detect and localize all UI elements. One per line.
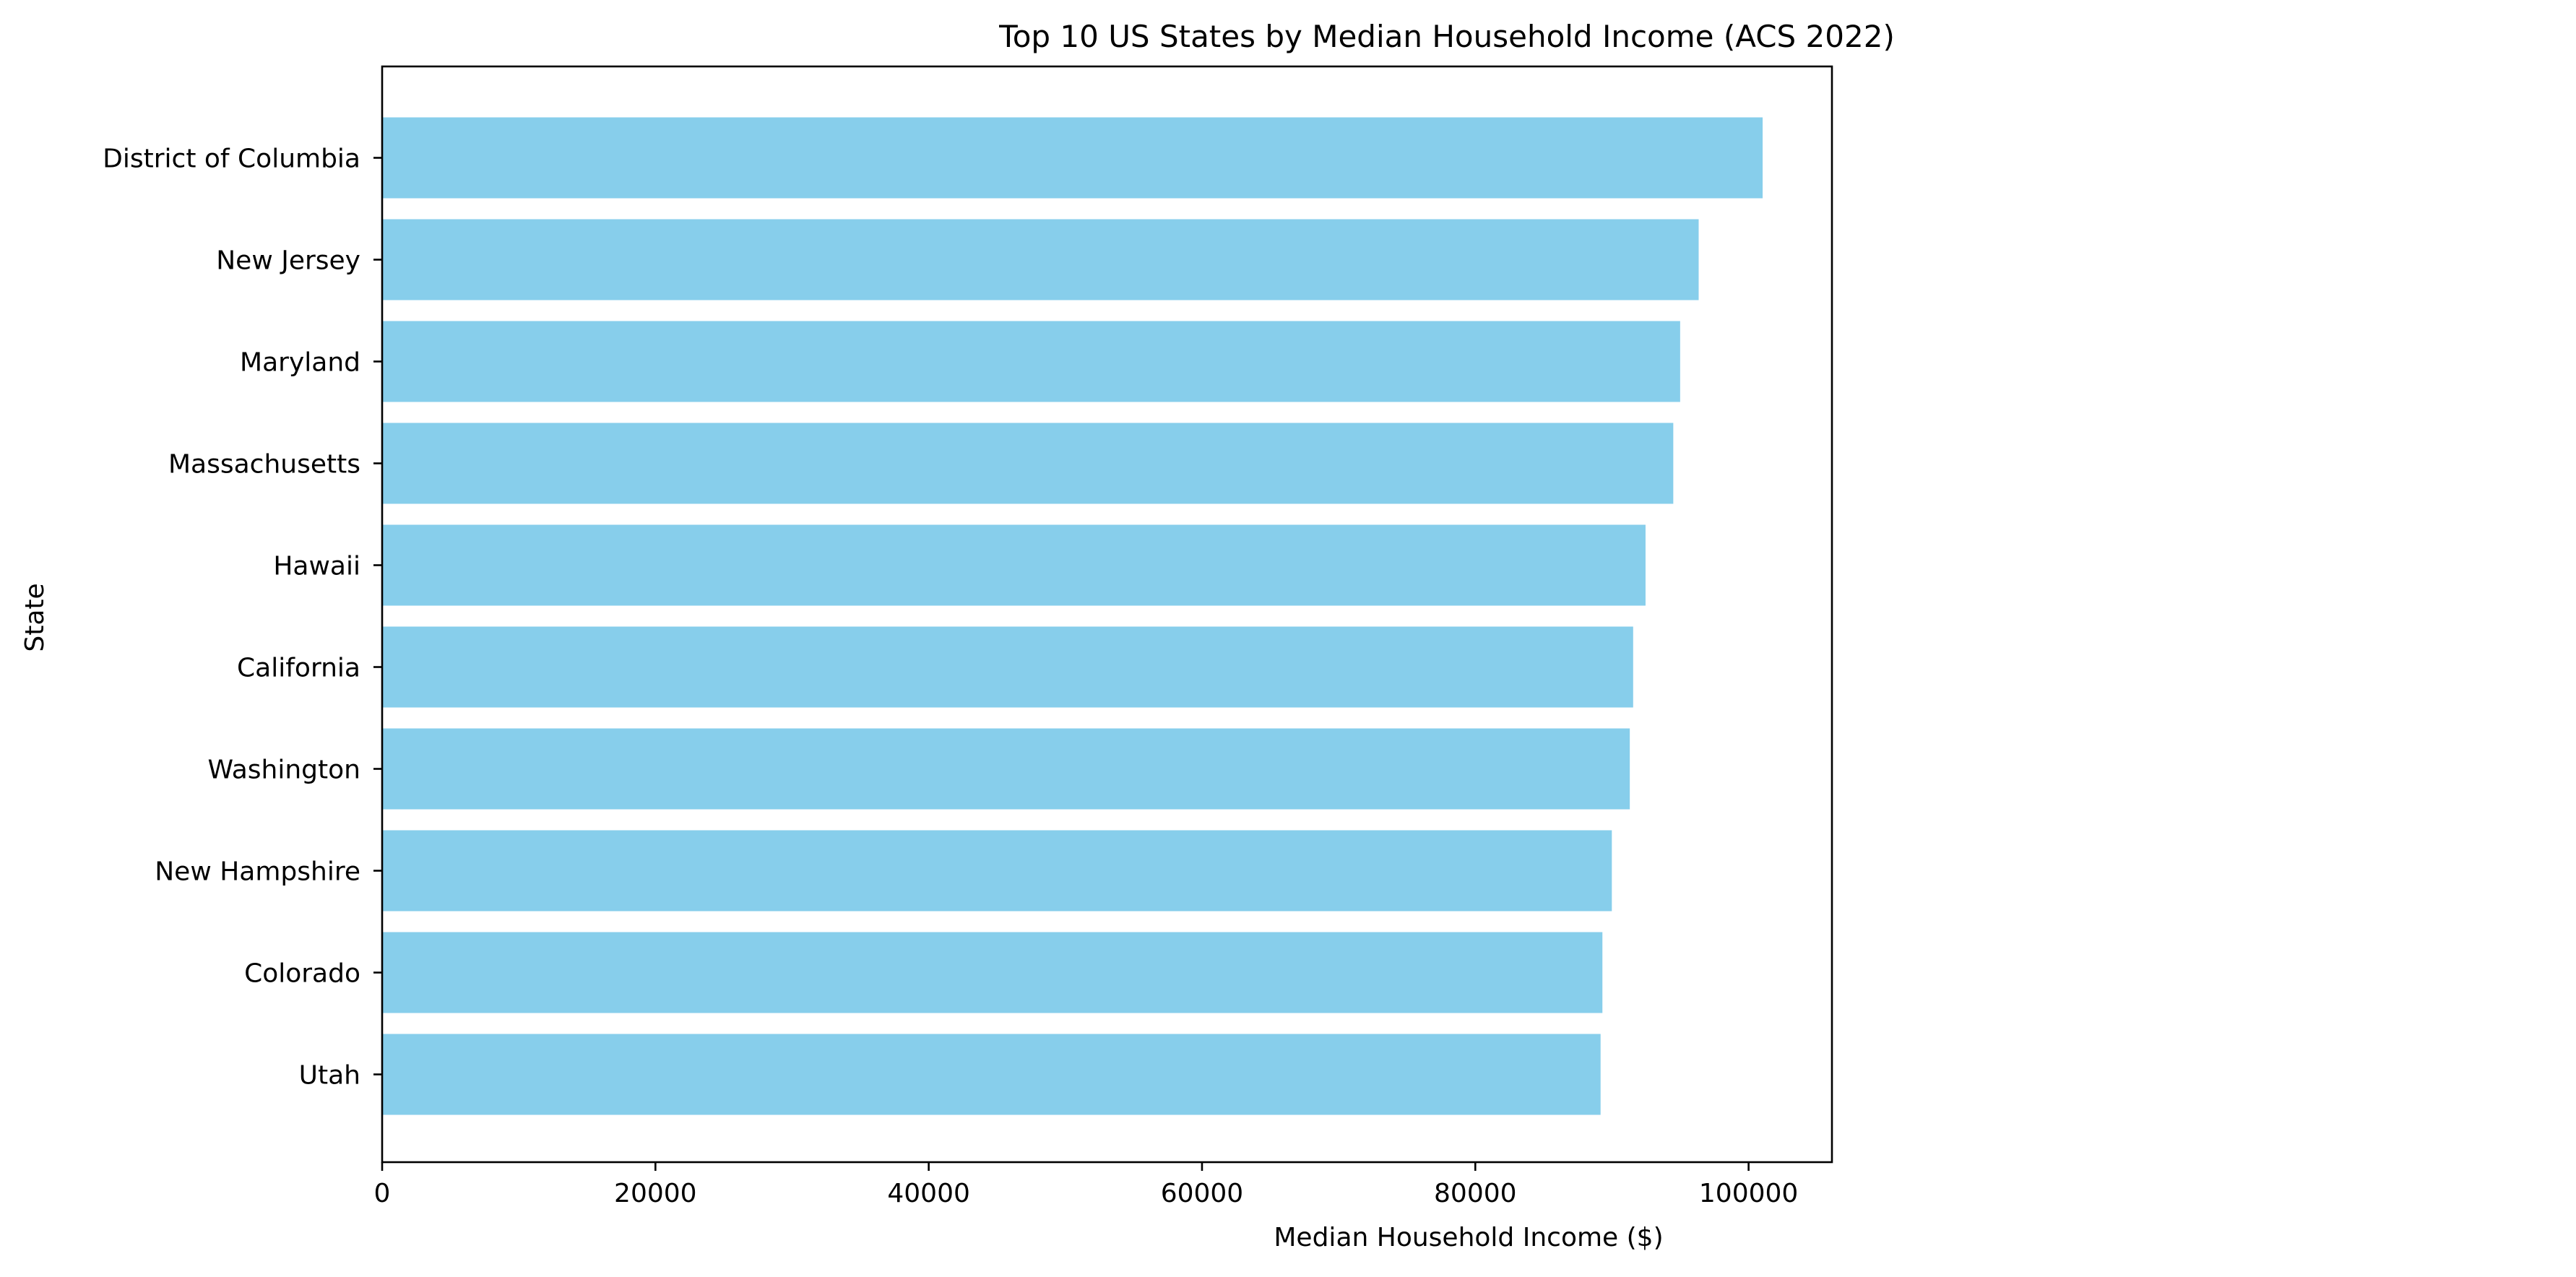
chart-title: Top 10 US States by Median Household Inc… bbox=[998, 19, 1895, 54]
y-tick-label: New Jersey bbox=[216, 246, 360, 276]
bar bbox=[382, 932, 1603, 1013]
bar bbox=[382, 321, 1680, 402]
y-axis-ticks: District of Columbia New Jersey Maryland Ma… bbox=[103, 144, 382, 1091]
bar bbox=[382, 423, 1674, 504]
y-tick-label: Colorado bbox=[244, 959, 360, 989]
y-tick-label: Maryland bbox=[240, 348, 360, 378]
bar bbox=[382, 117, 1763, 199]
y-tick-label: New Hampshire bbox=[155, 857, 360, 887]
bar bbox=[382, 219, 1699, 300]
y-tick-label: Utah bbox=[299, 1061, 360, 1091]
x-tick-label: 60000 bbox=[1161, 1179, 1244, 1208]
x-tick-label: 80000 bbox=[1434, 1179, 1517, 1208]
x-tick-label: 100000 bbox=[1699, 1179, 1798, 1208]
bar bbox=[382, 626, 1633, 708]
x-axis-ticks: 0 20000 40000 60000 80000 100000 bbox=[374, 1162, 1798, 1208]
y-tick-label: California bbox=[237, 654, 360, 683]
y-tick-label: Massachusetts bbox=[168, 450, 360, 480]
x-axis-label: Median Household Income ($) bbox=[1274, 1223, 1663, 1252]
y-tick-label: District of Columbia bbox=[103, 144, 360, 174]
y-axis-label: State bbox=[20, 583, 50, 652]
y-tick-label: Hawaii bbox=[273, 552, 360, 581]
bars-group bbox=[382, 117, 1763, 1115]
y-tick-label: Washington bbox=[207, 756, 360, 785]
x-tick-label: 0 bbox=[374, 1179, 391, 1208]
bar bbox=[382, 830, 1612, 912]
bar bbox=[382, 728, 1630, 810]
x-tick-label: 20000 bbox=[614, 1179, 697, 1208]
x-tick-label: 40000 bbox=[887, 1179, 970, 1208]
bar bbox=[382, 1034, 1601, 1115]
bar bbox=[382, 524, 1646, 606]
plot-area-frame bbox=[381, 65, 1833, 1164]
